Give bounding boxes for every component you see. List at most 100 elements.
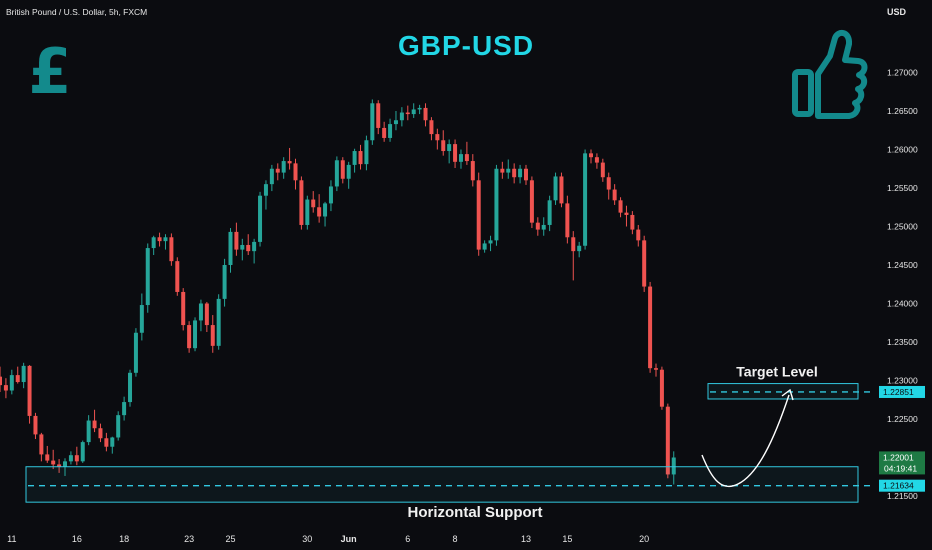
candle-body (352, 151, 357, 165)
candle-body (659, 369, 664, 407)
candle-body (317, 207, 322, 217)
candle-body (299, 180, 304, 225)
candle-body (104, 438, 109, 447)
price-axis: 1.27000 1.26500 1.26000 1.25500 1.25000 1.245… (887, 68, 918, 502)
candle-body (636, 229, 641, 241)
candle-body (21, 365, 26, 383)
candle-body (74, 455, 79, 462)
candle-body (500, 168, 505, 173)
support-price-tag: 1.21634 (883, 481, 914, 491)
candle-body (263, 184, 268, 196)
candle-body (323, 203, 328, 217)
candle-body (541, 224, 546, 230)
candle-body (252, 241, 257, 252)
candle-body (0, 376, 2, 386)
candle-body (506, 168, 511, 173)
candle-body (269, 168, 274, 185)
arrow-head (781, 388, 794, 401)
thumbs-up-icon (792, 29, 868, 119)
time-tick-label: 30 (302, 534, 312, 544)
price-tick-label: 1.25000 (887, 222, 918, 232)
time-tick-label: 11 (7, 534, 16, 544)
candle-body (458, 154, 463, 162)
candle-body (175, 261, 180, 292)
candle-body (15, 375, 20, 383)
candle-body (234, 231, 239, 250)
candle-body (80, 442, 85, 462)
time-tick-label: 15 (562, 534, 572, 544)
candle-body (423, 107, 428, 121)
candle-body (68, 455, 73, 462)
time-tick-label: 18 (119, 534, 129, 544)
thumb-hand (815, 29, 868, 119)
candle-body (630, 214, 635, 230)
candle-body (589, 153, 593, 158)
candle-body (122, 402, 127, 416)
candle-body (606, 177, 611, 190)
candle-body (393, 120, 398, 125)
pound-sign-icon: £ (28, 35, 71, 108)
candle-body (447, 144, 452, 152)
candle-body (358, 151, 363, 165)
current-price-tag-countdown: 04:19:41 (884, 463, 917, 473)
candle-body (547, 200, 552, 225)
candle-body (417, 107, 422, 110)
time-tick-label: 23 (184, 534, 194, 544)
candle-body (618, 200, 623, 213)
candles-group (0, 99, 676, 485)
current-price-tag: 1.22001 (883, 452, 914, 462)
price-tick-label: 1.22500 (887, 414, 918, 424)
candle-body (665, 406, 670, 475)
thumb-cuff (792, 69, 814, 117)
candle-body (258, 195, 263, 242)
time-tick-label: 13 (521, 534, 531, 544)
candle-body (228, 231, 233, 265)
projection-arrow (701, 394, 790, 488)
candle-body (287, 161, 292, 164)
time-tick-label: 25 (225, 534, 235, 544)
candle-body (441, 140, 446, 152)
currency-label: USD (886, 7, 906, 17)
time-tick-label: 8 (453, 534, 458, 544)
candle-body (553, 176, 558, 201)
candle-body (328, 186, 333, 204)
candle-body (187, 325, 192, 349)
candle-body (594, 157, 599, 163)
candle-body (470, 161, 475, 181)
candle-body (86, 420, 91, 443)
candle-body (523, 168, 528, 181)
candle-body (128, 372, 133, 403)
candle-body (600, 162, 605, 178)
target-label: Target Level (736, 364, 817, 380)
price-tick-label: 1.23500 (887, 337, 918, 347)
candle-body (222, 265, 227, 299)
candle-body (305, 199, 310, 225)
support-zone-box (25, 466, 859, 503)
candle-body (246, 244, 251, 252)
time-tick-label: 20 (639, 534, 649, 544)
candle-body (671, 457, 676, 475)
candle-body (405, 112, 410, 115)
symbol-header: British Pound / U.S. Dollar, 5h, FXCM (6, 7, 148, 17)
candle-body (488, 240, 493, 244)
candle-body (3, 385, 8, 391)
time-axis: 11 16 18 23 25 30 Jun 6 8 13 15 20 (7, 534, 649, 544)
candle-body (39, 434, 44, 455)
target-price-tag: 1.22851 (883, 387, 914, 397)
candle-body (370, 103, 375, 141)
candle-body (181, 291, 186, 326)
candle-body (216, 298, 221, 346)
candle-body (388, 124, 393, 138)
current-price-tag-bg (879, 451, 925, 475)
candle-body (642, 240, 647, 287)
candle-body (559, 176, 564, 204)
candle-body (654, 368, 659, 370)
candle-body (145, 248, 150, 306)
candle-body (33, 415, 38, 435)
candle-body (577, 245, 582, 252)
time-tick-label: Jun (341, 534, 357, 544)
candle-body (346, 164, 351, 179)
candle-body (482, 243, 487, 250)
